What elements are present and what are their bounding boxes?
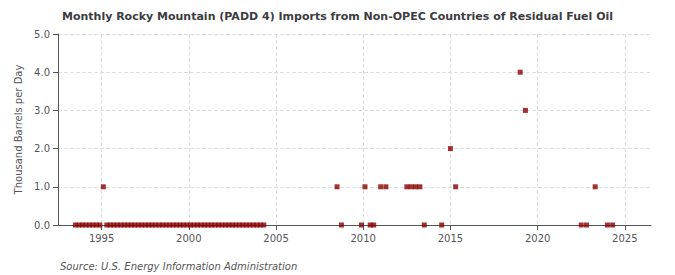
svg-text:Monthly Rocky Mountain (PADD 4: Monthly Rocky Mountain (PADD 4) Imports … [62, 10, 613, 23]
svg-text:1.0: 1.0 [34, 181, 50, 192]
svg-text:5.0: 5.0 [34, 29, 50, 40]
svg-text:2.0: 2.0 [34, 143, 50, 154]
svg-text:4.0: 4.0 [34, 67, 50, 78]
svg-text:3.0: 3.0 [34, 105, 50, 116]
svg-text:1995: 1995 [89, 233, 114, 244]
svg-text:Source: U.S. Energy Informatio: Source: U.S. Energy Information Administ… [60, 261, 297, 272]
svg-text:2025: 2025 [612, 233, 637, 244]
svg-text:2000: 2000 [176, 233, 201, 244]
svg-text:2015: 2015 [438, 233, 463, 244]
svg-text:2005: 2005 [263, 233, 288, 244]
svg-text:0.0: 0.0 [34, 220, 50, 231]
svg-text:Thousand Barrels per Day: Thousand Barrels per Day [13, 65, 24, 196]
svg-text:2020: 2020 [525, 233, 550, 244]
svg-text:2010: 2010 [350, 233, 375, 244]
